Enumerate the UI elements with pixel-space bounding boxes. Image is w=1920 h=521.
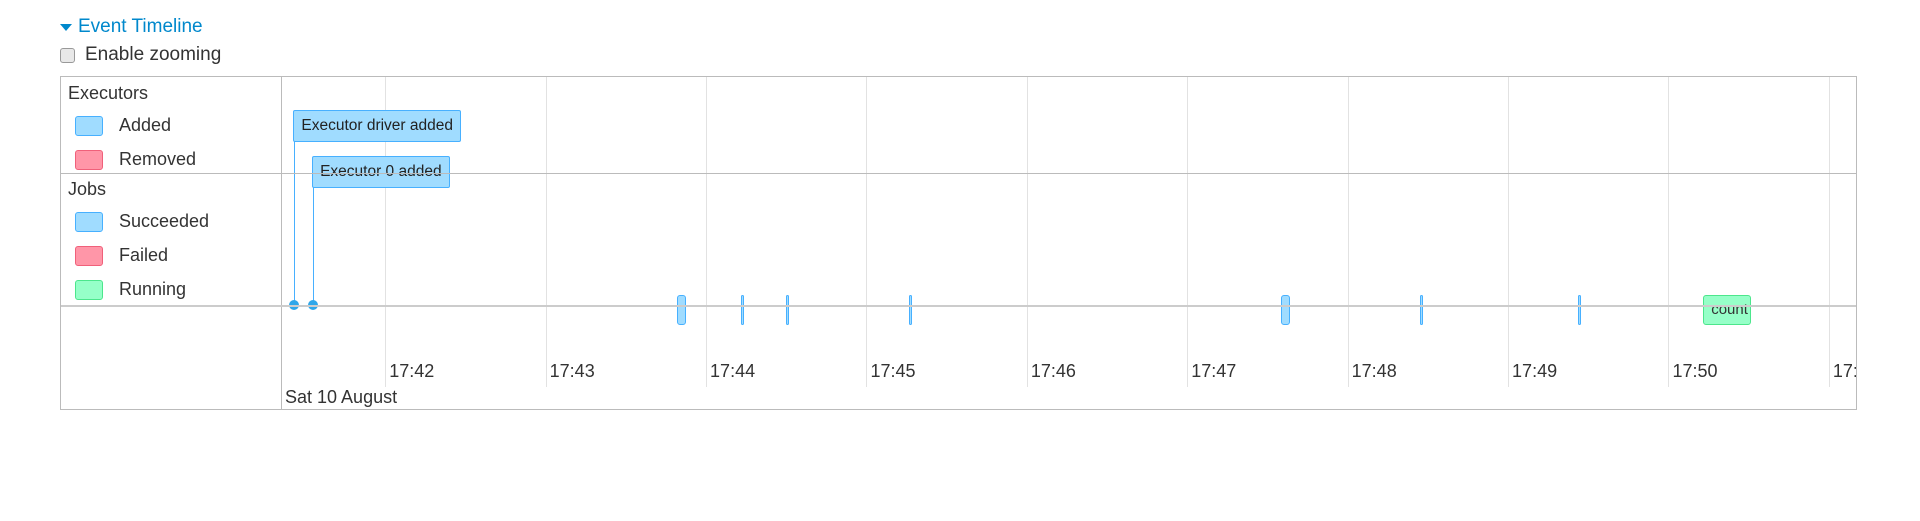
job-bar-succeeded[interactable] (1280, 295, 1290, 325)
timeline-plot[interactable]: Sat 10 August 17:42 17:43 17:44 17:45 17:46 1… (281, 77, 1856, 409)
legend-swatch (75, 149, 103, 170)
axis-date-label: Sat 10 August (285, 387, 398, 407)
axis-tick-label: 17:44 (710, 361, 756, 381)
executor-event-box[interactable]: Executor driver added (293, 110, 461, 142)
gridline (1026, 77, 1028, 387)
gridline (1347, 77, 1349, 387)
job-bar-succeeded[interactable] (740, 295, 744, 325)
legend-swatch (75, 279, 103, 300)
axis-tick-label: 17:42 (389, 361, 435, 381)
axis-tick-label: 17:43 (549, 361, 595, 381)
axis-tick-label: 17:47 (1191, 361, 1237, 381)
timeline[interactable]: Executors Added Removed Jobs Succeeded Fai… (60, 76, 1857, 410)
axis-tick-label: 17:49 (1512, 361, 1558, 381)
job-bar-succeeded[interactable] (1577, 295, 1581, 325)
axis-tick-label: 17:48 (1351, 361, 1397, 381)
gridline (385, 77, 387, 387)
job-bar-succeeded[interactable] (1419, 295, 1423, 325)
gridline (1828, 77, 1830, 387)
legend-item-running: Running (75, 279, 186, 300)
gridline (1668, 77, 1670, 387)
axis-tick-label: 17:51 (1832, 361, 1856, 381)
legend-item-added: Added (75, 115, 171, 136)
job-bar-succeeded[interactable] (676, 295, 686, 325)
event-timeline-title: Event Timeline (78, 16, 203, 37)
gridline (706, 77, 708, 387)
legend-item-removed: Removed (75, 149, 196, 170)
caret-down-icon (60, 23, 72, 31)
gridline (866, 77, 868, 387)
enable-zooming-row[interactable]: Enable zooming (60, 44, 221, 66)
legend-item-succeeded: Succeeded (75, 211, 209, 232)
event-timeline-toggle[interactable]: Event Timeline (60, 16, 203, 38)
legend-item-failed: Failed (75, 245, 168, 266)
legend-label: Succeeded (119, 211, 210, 231)
event-stem (313, 186, 315, 305)
legend-swatch (75, 115, 103, 136)
job-bar-running[interactable]: count (1703, 295, 1752, 325)
legend-swatch (75, 245, 103, 266)
legend-label: Removed (119, 149, 197, 169)
timeline-labels: Executors Added Removed Jobs Succeeded Fai… (61, 77, 282, 409)
enable-zooming-label: Enable zooming (85, 44, 222, 65)
executor-event-box[interactable]: Executor 0 added (312, 156, 450, 188)
job-bar-succeeded[interactable] (909, 295, 913, 325)
legend-swatch (75, 211, 103, 232)
legend-label: Failed (119, 245, 169, 265)
legend-label: Added (119, 115, 172, 135)
gridline (1187, 77, 1189, 387)
axis-tick-label: 17:50 (1672, 361, 1718, 381)
group-executors-title: Executors (68, 83, 149, 103)
gridline (545, 77, 547, 387)
group-divider (61, 173, 1856, 174)
axis-tick-label: 17:45 (870, 361, 916, 381)
gridline (1508, 77, 1510, 387)
event-stem (294, 140, 296, 305)
axis-tick-label: 17:46 (1030, 361, 1076, 381)
axis-line (61, 305, 1856, 307)
legend-label: Running (119, 279, 187, 299)
job-bar-succeeded[interactable] (786, 295, 790, 325)
group-jobs-title: Jobs (68, 179, 107, 199)
enable-zooming-checkbox[interactable] (60, 47, 75, 63)
